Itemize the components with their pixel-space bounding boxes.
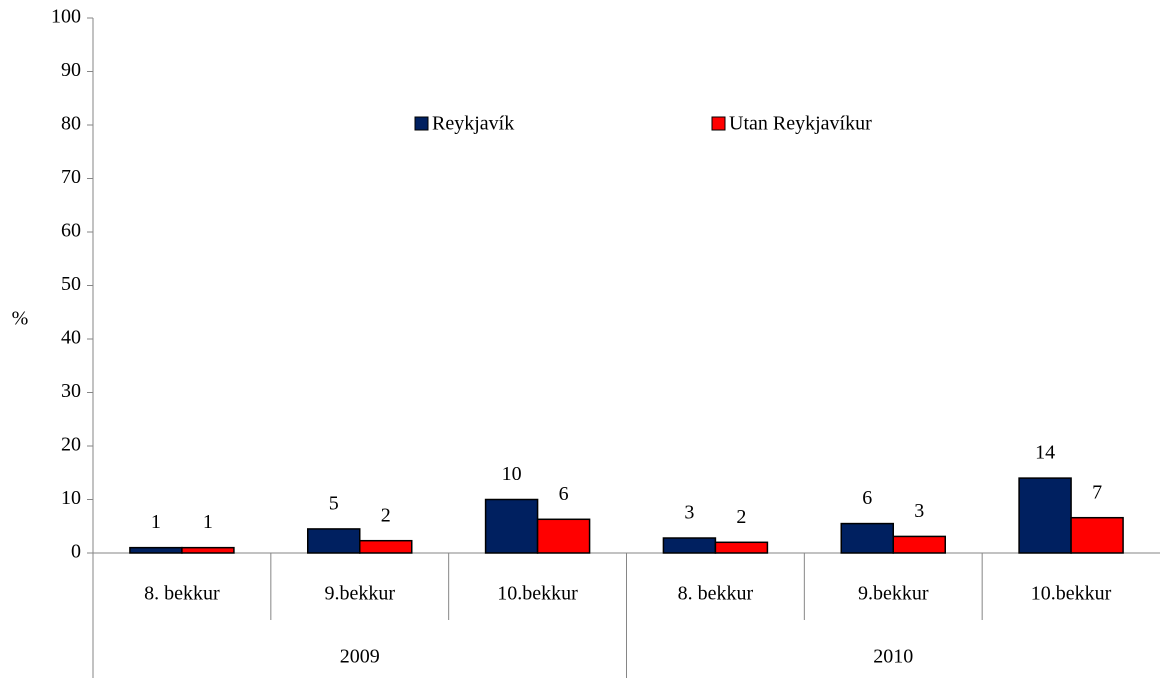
y-tick-label: 10 bbox=[61, 487, 81, 509]
data-label: 2 bbox=[381, 504, 391, 526]
data-label: 1 bbox=[151, 511, 161, 533]
y-tick-label: 40 bbox=[61, 327, 81, 349]
data-label: 1 bbox=[203, 511, 213, 533]
legend-label: Utan Reykjavíkur bbox=[729, 113, 872, 135]
data-label: 7 bbox=[1092, 481, 1102, 503]
y-tick-label: 20 bbox=[61, 434, 81, 456]
x-tick-label: 10.bekkur bbox=[497, 583, 578, 605]
y-tick-label: 60 bbox=[61, 220, 81, 242]
x-tick-label: 8. bekkur bbox=[678, 583, 754, 605]
legend-swatch bbox=[711, 116, 726, 131]
bar bbox=[536, 518, 591, 554]
x-tick-label: 9.bekkur bbox=[324, 583, 395, 605]
data-label: 2 bbox=[736, 506, 746, 528]
legend-swatch bbox=[414, 116, 429, 131]
y-tick-label: 100 bbox=[51, 6, 81, 28]
bar bbox=[307, 528, 361, 554]
bar bbox=[484, 498, 539, 554]
group-label: 2010 bbox=[873, 646, 913, 668]
y-tick-label: 90 bbox=[61, 59, 81, 81]
bar bbox=[840, 522, 894, 554]
bar bbox=[1018, 477, 1072, 554]
bar bbox=[892, 535, 946, 554]
data-label: 14 bbox=[1035, 442, 1055, 464]
data-label: 3 bbox=[914, 500, 924, 522]
bar bbox=[359, 539, 413, 554]
data-label: 5 bbox=[329, 493, 339, 515]
data-label: 10 bbox=[502, 463, 522, 485]
data-label: 3 bbox=[684, 502, 694, 524]
data-label: 6 bbox=[559, 483, 569, 505]
y-tick-label: 50 bbox=[61, 273, 81, 295]
x-tick-label: 8. bekkur bbox=[144, 583, 220, 605]
y-axis-label: % bbox=[12, 308, 29, 330]
bar bbox=[181, 546, 235, 554]
bar bbox=[129, 546, 183, 554]
bar bbox=[662, 537, 717, 554]
data-label: 6 bbox=[862, 487, 872, 509]
y-tick-label: 70 bbox=[61, 166, 81, 188]
bar bbox=[714, 541, 769, 554]
x-tick-label: 9.bekkur bbox=[858, 583, 929, 605]
y-tick-label: 30 bbox=[61, 380, 81, 402]
x-tick-label: 10.bekkur bbox=[1031, 583, 1112, 605]
y-tick-label: 80 bbox=[61, 113, 81, 135]
legend-label: Reykjavík bbox=[432, 113, 514, 135]
bar bbox=[1070, 516, 1124, 554]
group-label: 2009 bbox=[340, 646, 380, 668]
y-tick-label: 0 bbox=[71, 541, 81, 563]
